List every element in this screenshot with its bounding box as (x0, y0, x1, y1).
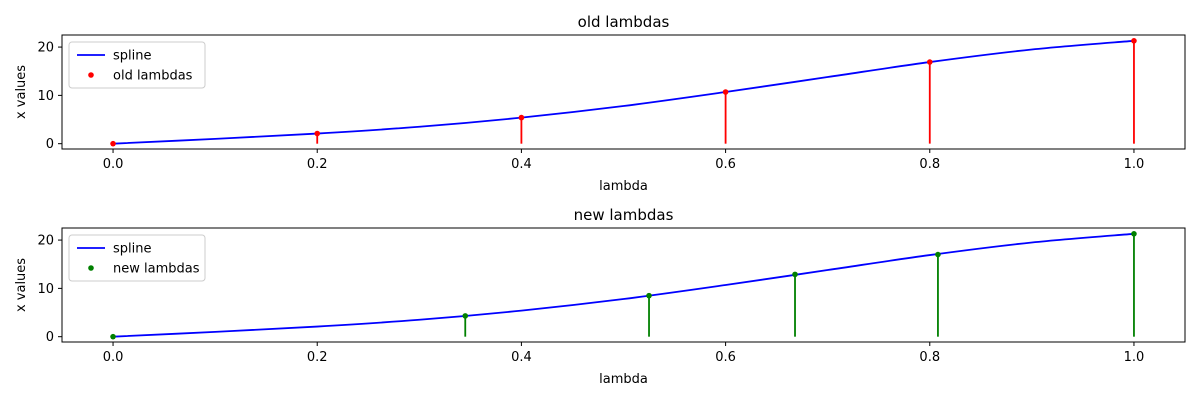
subplot-2: new lambdas 0.0 0.2 0.4 0.6 0.8 1.0 0 10 20 lambda… (14, 206, 1186, 387)
legend: spline new lambdas (68, 234, 206, 282)
y-tick-label: 20 (37, 234, 54, 249)
x-tick-label: 1.0 (1124, 157, 1145, 172)
data-point (1131, 37, 1137, 44)
data-point (110, 333, 116, 340)
data-point (935, 251, 941, 258)
plot-area (110, 230, 1137, 340)
legend-label: spline (113, 242, 152, 257)
y-axis-label: x values (14, 258, 29, 312)
legend-swatch-marker (88, 72, 94, 78)
legend-box (68, 234, 206, 282)
series-spline-line (113, 232, 1135, 338)
data-point (792, 271, 798, 278)
x-tick-label: 0.6 (715, 157, 736, 172)
x-tick-label: 0.8 (919, 350, 940, 365)
axes-frame (61, 34, 1186, 150)
data-point (518, 114, 525, 121)
y-tick-label: 0 (46, 330, 54, 345)
data-point (110, 140, 116, 147)
data-point (646, 292, 652, 299)
legend-label: old lambdas (113, 69, 193, 84)
x-tick-label: 0.6 (715, 350, 736, 365)
chart-title: old lambdas (578, 13, 670, 31)
data-point (314, 130, 321, 137)
x-axis-label: lambda (599, 372, 648, 387)
legend-label: spline (113, 49, 152, 64)
x-tick-label: 0.0 (103, 350, 124, 365)
axes-frame (61, 227, 1186, 343)
legend-swatch-marker (88, 265, 94, 271)
y-tick-label: 10 (37, 282, 54, 297)
x-tick-label: 0.2 (307, 157, 328, 172)
x-tick-label: 0.2 (307, 350, 328, 365)
chart-title: new lambdas (574, 206, 674, 224)
plot-area (110, 37, 1137, 147)
legend-label: new lambdas (113, 262, 200, 277)
legend: spline old lambdas (68, 41, 206, 89)
legend-box (68, 41, 206, 89)
series-spline-line (113, 39, 1135, 145)
data-point (722, 89, 729, 95)
x-tick-label: 1.0 (1124, 350, 1145, 365)
data-point (1131, 230, 1137, 237)
x-tick-label: 0.4 (511, 157, 532, 172)
x-tick-label: 0.0 (103, 157, 124, 172)
y-axis-label: x values (14, 65, 29, 119)
x-tick-label: 0.4 (511, 350, 532, 365)
y-tick-label: 0 (46, 137, 54, 152)
data-point (462, 313, 469, 319)
x-tick-label: 0.8 (919, 157, 940, 172)
y-tick-label: 20 (37, 41, 54, 56)
x-axis-label: lambda (599, 179, 648, 194)
data-point (926, 59, 933, 65)
y-tick-label: 10 (37, 89, 54, 104)
subplot-1: old lambdas 0.0 0.2 0.4 0.6 0.8 1.0 0 10 20 lambda… (14, 13, 1186, 194)
